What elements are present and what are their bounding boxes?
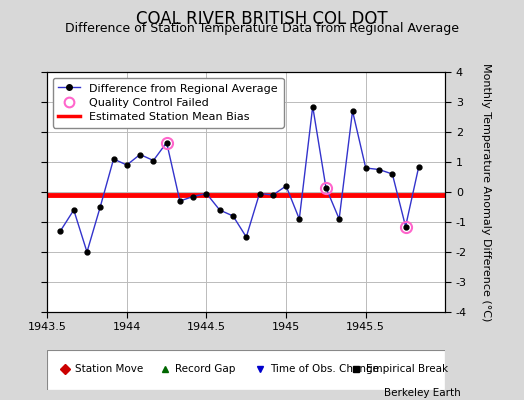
Legend: Difference from Regional Average, Quality Control Failed, Estimated Station Mean: Difference from Regional Average, Qualit… — [53, 78, 283, 128]
Text: Station Move: Station Move — [75, 364, 143, 374]
Text: Empirical Break: Empirical Break — [366, 364, 448, 374]
Text: Difference of Station Temperature Data from Regional Average: Difference of Station Temperature Data f… — [65, 22, 459, 35]
Text: Berkeley Earth: Berkeley Earth — [385, 388, 461, 398]
Text: Time of Obs. Change: Time of Obs. Change — [270, 364, 379, 374]
Y-axis label: Monthly Temperature Anomaly Difference (°C): Monthly Temperature Anomaly Difference (… — [481, 63, 491, 321]
FancyBboxPatch shape — [47, 350, 445, 390]
Text: COAL RIVER BRITISH COL DOT: COAL RIVER BRITISH COL DOT — [136, 10, 388, 28]
Text: Record Gap: Record Gap — [174, 364, 235, 374]
